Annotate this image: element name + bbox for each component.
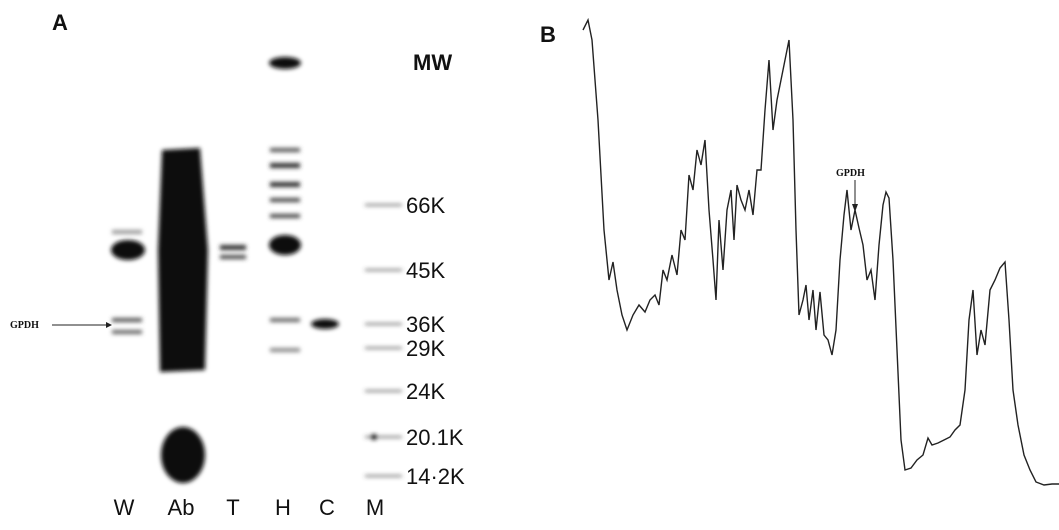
marker-label: 29K: [406, 336, 445, 361]
arrow-label: GPDH: [836, 168, 865, 179]
figure: A MW 66K 45K 36K 29K 24K 20.1K 14·2K W A…: [0, 0, 1059, 525]
marker-label: 20.1K: [406, 425, 464, 450]
panel-label: A: [52, 10, 68, 35]
densitometry-trace: [583, 20, 1059, 485]
lane-labels: W Ab T H C M: [114, 495, 385, 520]
marker-label: 45K: [406, 258, 445, 283]
marker-label: 14·2K: [406, 464, 465, 489]
marker-label: 36K: [406, 312, 445, 337]
lane-label: H: [275, 495, 291, 520]
marker-label: 66K: [406, 193, 445, 218]
lane-label: M: [366, 495, 384, 520]
lane-label: C: [319, 495, 335, 520]
mw-header: MW: [413, 50, 452, 75]
arrowhead: [852, 204, 858, 212]
panel-label: B: [540, 22, 556, 47]
arrow-label: GPDH: [10, 320, 39, 331]
marker-labels: 66K 45K 36K 29K 24K 20.1K 14·2K: [406, 193, 465, 489]
marker-label: 24K: [406, 379, 445, 404]
lane-label: W: [114, 495, 135, 520]
lane-label: T: [226, 495, 239, 520]
arrowhead: [106, 322, 112, 328]
gel: [111, 57, 402, 483]
lane-label: Ab: [168, 495, 195, 520]
